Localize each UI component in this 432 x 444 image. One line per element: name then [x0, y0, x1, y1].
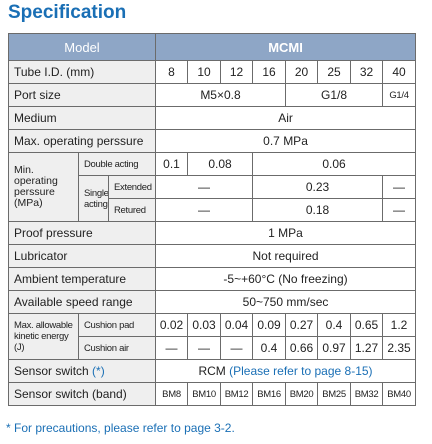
cell: —: [155, 198, 253, 222]
cell: M5×0.8: [155, 83, 286, 107]
cell: —: [187, 336, 221, 360]
cell: 50~750 mm/sec: [154, 290, 417, 314]
row-label: Medium: [8, 106, 156, 130]
row: Retured — 0.18 —: [9, 198, 417, 222]
cell: -5~+60°C (No freezing): [154, 267, 417, 291]
sub-label: Cushion air: [78, 336, 156, 360]
cell-text: RCM: [198, 363, 226, 378]
cell: BM12: [220, 382, 253, 406]
cell: 0.23: [252, 175, 383, 199]
cell: 12: [220, 60, 253, 84]
row: Tube I.D. (mm) 8 10 12 16 20 25 32 40: [8, 60, 417, 84]
cell: 32: [350, 60, 383, 84]
row: Sensor switch (*) RCM (Please refer to p…: [8, 359, 417, 383]
cell-note: (Please refer to page 8-15): [229, 363, 373, 378]
cell: RCM (Please refer to page 8-15): [154, 359, 417, 383]
spec-table: Model MCMI Tube I.D. (mm) 8 10 12 16 20 25 32 4…: [8, 33, 417, 406]
row: Medium Air: [8, 106, 417, 130]
row: Sensor switch (band) BM8 BM10 BM12 BM16 BM20…: [8, 382, 417, 406]
row: Single acting Extended — 0.23 —: [9, 175, 417, 222]
header-label: Model: [8, 33, 156, 61]
cell: —: [155, 175, 253, 199]
cell: —: [155, 336, 188, 360]
row: Proof pressure 1 MPa: [8, 221, 417, 245]
cell: BM8: [155, 382, 188, 406]
cell: BM16: [252, 382, 286, 406]
title: Specification: [8, 2, 127, 23]
row-label: Sensor switch (band): [8, 382, 156, 406]
row: Ambient temperature -5~+60°C (No freezin…: [8, 267, 417, 291]
table-body: Model MCMI Tube I.D. (mm) 8 10 12 16 20 25 32 4…: [8, 33, 417, 406]
cell: 0.03: [187, 313, 221, 337]
cell: BM32: [350, 382, 383, 406]
cell: Air: [154, 106, 417, 130]
cell: 0.18: [252, 198, 383, 222]
cell: 0.06: [251, 152, 417, 176]
cell: 1.27: [350, 336, 383, 360]
cell: BM10: [187, 382, 221, 406]
row: Model MCMI: [8, 33, 417, 61]
cell: BM40: [381, 382, 417, 406]
row-label: Max. operating perssure: [8, 129, 156, 153]
cell: —: [381, 198, 417, 222]
sub-label: Single acting: [78, 175, 109, 222]
cell: 25: [317, 60, 351, 84]
cell: 0.02: [155, 313, 188, 337]
cell: —: [381, 175, 417, 199]
cell: 1.2: [381, 313, 417, 337]
row: Cushion air — — —0.4 0.66 0.97 1.27 2.35: [9, 336, 417, 360]
label-note: (*): [92, 363, 105, 378]
row: Max. operating perssure 0.7 MPa: [8, 129, 417, 153]
cell: 2.35: [381, 336, 417, 360]
cell: 0.7 MPa: [154, 129, 417, 153]
cell: BM20: [285, 382, 318, 406]
cell: G1/8: [285, 83, 383, 107]
row-label: Tube I.D. (mm): [8, 60, 156, 84]
cell: —: [220, 336, 253, 360]
cell: Not required: [154, 244, 417, 268]
cell: 0.09: [252, 313, 286, 337]
footnote: * For precautions, please refer to page …: [6, 421, 235, 435]
row: Lubricator Not required: [8, 244, 417, 268]
sub-label: Double acting: [78, 152, 156, 176]
cell: 0.04: [220, 313, 253, 337]
cell: 16: [252, 60, 286, 84]
cell: 20: [285, 60, 318, 84]
row: Available speed range 50~750 mm/sec: [8, 290, 417, 314]
row-label: Lubricator: [8, 244, 156, 268]
cell: 10: [187, 60, 221, 84]
row: Port size M5×0.8 G1/8 G1/4: [8, 83, 417, 107]
row-label: Min. operating perssure (MPa): [8, 152, 79, 222]
sub-label: Retured: [108, 198, 156, 222]
header-model: MCMI: [154, 33, 417, 61]
cell: 0.97: [317, 336, 351, 360]
cell: 0.4: [317, 313, 351, 337]
row-label: Max. allowable kinetic energy (J): [8, 313, 79, 360]
label-text: Sensor switch: [14, 363, 89, 378]
row-label: Available speed range: [8, 290, 156, 314]
cell: 0.1: [155, 152, 188, 176]
cell: 1 MPa: [154, 221, 417, 245]
row-label: Proof pressure: [8, 221, 156, 245]
row: Max. allowable kinetic energy (J) Cushio…: [8, 313, 417, 360]
sub-label: Extended: [108, 175, 156, 199]
cell: 0.27: [285, 313, 318, 337]
cell: G1/4: [381, 83, 417, 107]
cell: 0.4: [252, 336, 286, 360]
row-label: Sensor switch (*): [8, 359, 156, 383]
row-label: Ambient temperature: [8, 267, 156, 291]
row: Min. operating perssure (MPa) Double act…: [8, 152, 417, 222]
cell: BM25: [317, 382, 351, 406]
cell: 0.66: [285, 336, 318, 360]
cell: 0.65: [350, 313, 383, 337]
cell: 40: [381, 60, 417, 84]
cell: 0.08: [187, 152, 253, 176]
sub-label: Cushion pad: [78, 313, 156, 337]
cell: 8: [155, 60, 188, 84]
row-label: Port size: [8, 83, 156, 107]
